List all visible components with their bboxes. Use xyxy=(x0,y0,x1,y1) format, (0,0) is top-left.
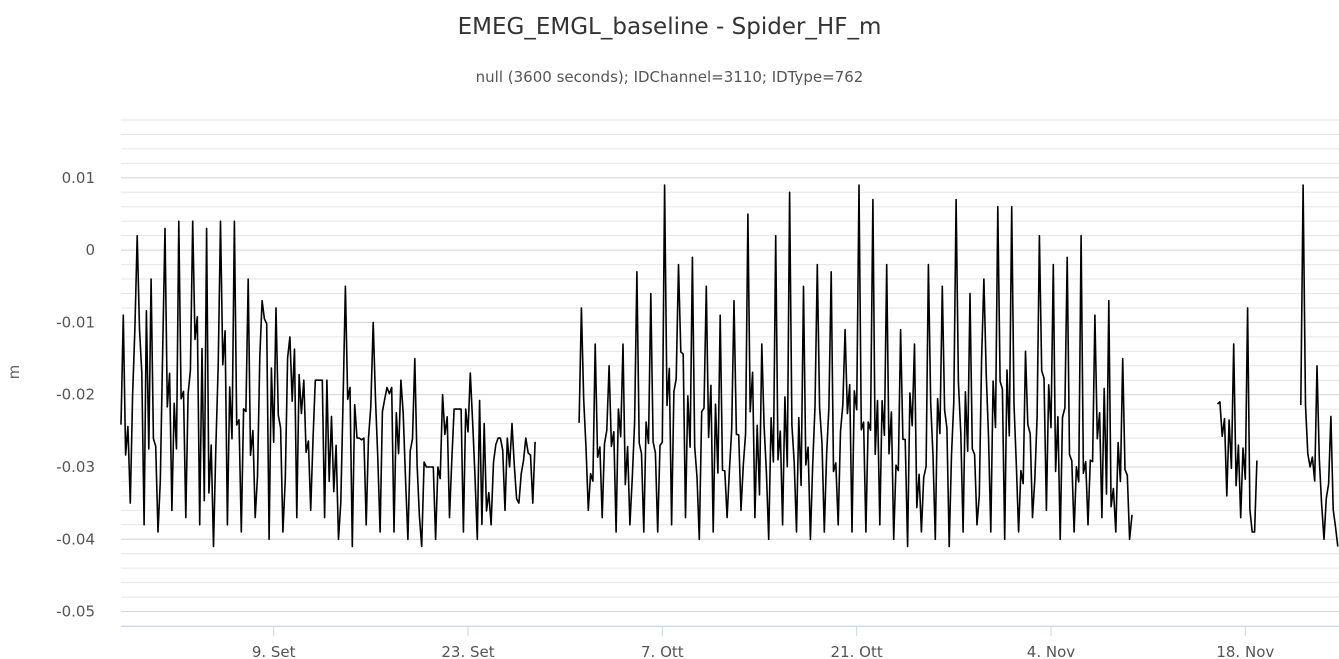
x-tick-label: 23. Set xyxy=(441,643,494,659)
y-tick-label: 0.01 xyxy=(62,169,95,187)
series-segment xyxy=(578,184,1133,548)
y-tick-label: -0.03 xyxy=(56,458,95,476)
series-segment xyxy=(1216,307,1258,533)
y-tick-label: 0 xyxy=(85,241,95,259)
x-axis: 9. Set 23. Set 7. Ott 21. Ott 4. Nov 18. Nov xyxy=(121,626,1339,659)
grid-lines xyxy=(121,119,1339,627)
chart-subtitle: null (3600 seconds); IDChannel=3110; IDT… xyxy=(475,68,864,86)
y-axis-title: m xyxy=(5,365,23,380)
series-line xyxy=(120,184,1339,548)
series-segment xyxy=(120,220,536,548)
x-tick-label: 18. Nov xyxy=(1216,643,1274,659)
y-axis: 0.01 0 -0.01 -0.02 -0.03 -0.04 -0.05 xyxy=(56,169,95,621)
x-tick-label: 21. Ott xyxy=(831,643,883,659)
series-segment xyxy=(1300,184,1339,547)
y-tick-label: -0.01 xyxy=(56,313,95,331)
x-tick-label: 7. Ott xyxy=(641,643,684,659)
y-tick-label: -0.02 xyxy=(56,386,95,404)
chart-title: EMEG_EMGL_baseline - Spider_HF_m xyxy=(457,14,882,40)
y-tick-label: -0.04 xyxy=(56,530,95,548)
x-tick-label: 4. Nov xyxy=(1027,643,1075,659)
y-tick-label: -0.05 xyxy=(56,603,95,621)
x-tick-label: 9. Set xyxy=(252,643,296,659)
